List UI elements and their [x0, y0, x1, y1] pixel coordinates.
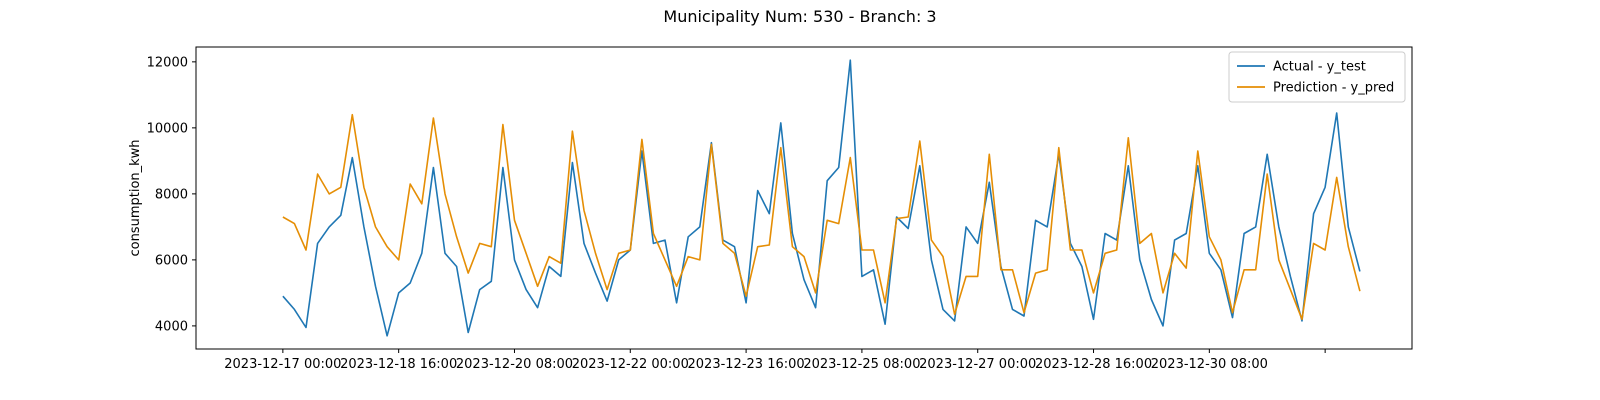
y-tick-label: 12000	[147, 55, 188, 70]
plot-area	[282, 59, 1361, 337]
legend-box	[1228, 51, 1406, 103]
x-tick-label: 2023-12-20 08:00	[456, 357, 573, 372]
x-tick-label: 2023-12-17 00:00	[224, 357, 341, 372]
plot-frame	[195, 46, 1413, 350]
series-line-prediction	[282, 113, 1361, 321]
x-tick-label: 2023-12-30 08:00	[1151, 357, 1268, 372]
y-tick-label: 10000	[147, 121, 188, 136]
x-tick-label: 2023-12-23 16:00	[688, 357, 805, 372]
y-tick-label: 4000	[155, 319, 188, 334]
x-tick-label: 2023-12-27 00:00	[919, 357, 1036, 372]
legend: Actual - y_test Prediction - y_pred	[1228, 51, 1406, 103]
series-line-actual	[282, 59, 1361, 337]
legend-label-prediction: Prediction - y_pred	[1273, 81, 1394, 96]
x-tick-label: 2023-12-28 16:00	[1035, 357, 1152, 372]
x-tick-label: 2023-12-18 16:00	[340, 357, 457, 372]
chart-title: Municipality Num: 530 - Branch: 3	[663, 7, 936, 26]
y-tick-label: 6000	[155, 253, 188, 268]
y-axis-label: consumption_kwh	[128, 139, 143, 256]
legend-label-actual: Actual - y_test	[1273, 60, 1366, 75]
y-tick-label: 8000	[155, 187, 188, 202]
x-tick-label: 2023-12-22 00:00	[572, 357, 689, 372]
x-tick-label: 2023-12-25 08:00	[803, 357, 920, 372]
